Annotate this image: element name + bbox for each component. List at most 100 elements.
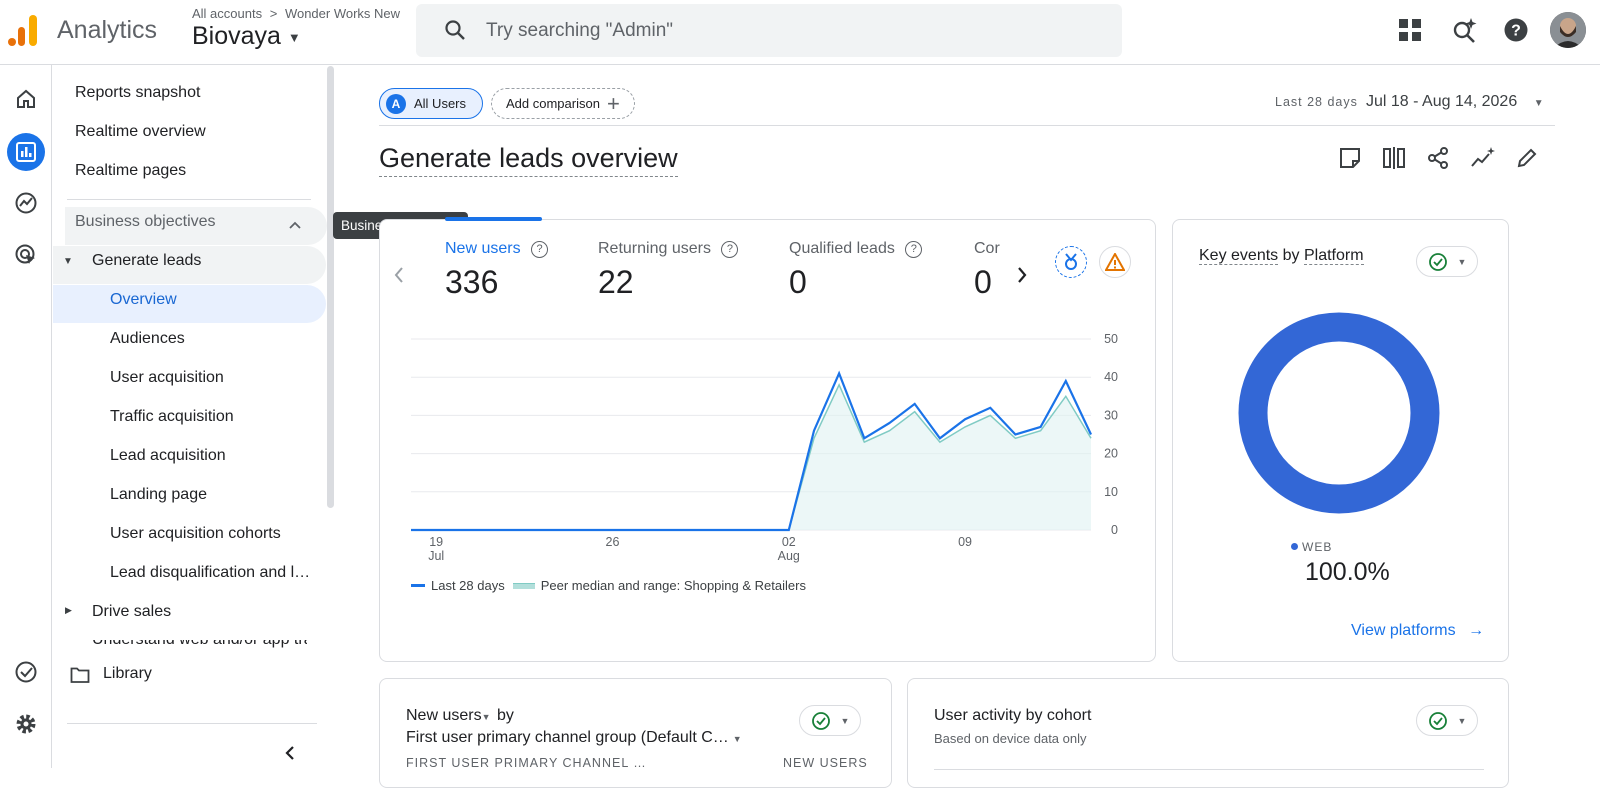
y-tick-label: 0 [1111, 523, 1118, 537]
data-quality-dropdown[interactable]: ▼ [1416, 705, 1478, 736]
metric-label: Cor [974, 240, 1000, 257]
date-range-label: Last 28 days [1275, 95, 1358, 109]
nav-business-objectives-label: Business objectives [75, 213, 216, 230]
breadcrumb-account[interactable]: Wonder Works New [284, 6, 401, 21]
nav-generate-leads-row[interactable] [53, 246, 326, 284]
reports-icon[interactable] [7, 133, 45, 171]
metric-label: New users [445, 240, 521, 257]
help-outline-icon: ? [721, 240, 739, 258]
chart-legend: Last 28 days Peer median and range: Shop… [411, 578, 806, 593]
breadcrumb-root[interactable]: All accounts [192, 6, 263, 21]
card-title: User activity by cohort [934, 707, 1092, 724]
share-icon[interactable] [1426, 146, 1450, 170]
view-platforms-link[interactable]: View platforms → [1351, 622, 1484, 640]
nav-audiences[interactable]: Audiences [110, 330, 185, 347]
nav-library: Library [103, 665, 152, 682]
card-subtitle: Based on device data only [934, 731, 1087, 746]
home-icon[interactable] [9, 82, 43, 116]
nav-reports-snapshot[interactable]: Reports snapshot [75, 84, 201, 101]
metric-tab-new-users[interactable]: New users ? 336 [445, 240, 549, 301]
nav-scrollbar[interactable] [327, 66, 334, 508]
metric-value: 0 [974, 264, 992, 300]
dimension-label: First user primary channel group (Defaul… [406, 729, 729, 746]
caret-down-icon: ▼ [63, 256, 73, 267]
data-quality-dropdown[interactable]: ▼ [799, 705, 861, 736]
chevron-left-icon[interactable] [390, 264, 408, 286]
search-bar[interactable]: Try searching "Admin" [416, 4, 1122, 57]
advertising-icon[interactable] [9, 238, 43, 272]
property-selector[interactable]: Biovaya ▼ [192, 22, 301, 51]
data-quality-dropdown[interactable]: ▼ [1416, 246, 1478, 277]
donut-chart [1238, 312, 1440, 514]
nav-divider [67, 723, 317, 724]
library-row[interactable]: Library [53, 650, 338, 700]
legend-swatch-last-28 [411, 584, 425, 587]
card-title-metric[interactable]: New users [406, 707, 482, 724]
segment-chip-all-users[interactable]: A All Users [379, 88, 483, 119]
card-title[interactable]: New users▼ by [406, 707, 514, 725]
admin-check-icon[interactable] [9, 655, 43, 689]
metric-tab-qualified-leads[interactable]: Qualified leads ? 0 [789, 240, 923, 301]
card-title: Key events by Platform [1199, 247, 1364, 265]
dimension-selector[interactable]: First user primary channel group (Defaul… [406, 729, 756, 747]
apps-grid-icon[interactable] [1396, 16, 1424, 44]
nav-landing-page[interactable]: Landing page [110, 486, 207, 503]
nav-overview-active[interactable] [53, 285, 326, 323]
warning-icon[interactable] [1099, 246, 1131, 278]
nav-section-business-objectives[interactable] [65, 207, 327, 245]
peer-range-area [411, 384, 1091, 530]
add-comparison-button[interactable]: Add comparison + [491, 88, 635, 119]
legend-label-peer: Peer median and range: Shopping & Retail… [540, 578, 806, 593]
active-tab-indicator [445, 217, 542, 221]
left-rail [0, 65, 52, 768]
nav-lead-disqualification[interactable]: Lead disqualification and l… [110, 564, 311, 581]
explore-icon[interactable] [9, 186, 43, 220]
caret-down-icon: ▼ [1457, 256, 1467, 267]
donut-value: 100.0% [1305, 558, 1390, 586]
edit-pencil-icon[interactable] [1515, 146, 1539, 170]
table-header-new-users[interactable]: NEW USERS [783, 756, 868, 770]
customize-report-icon[interactable] [1338, 146, 1362, 170]
sparkle-search-icon[interactable] [1450, 16, 1478, 44]
card-title-dimension[interactable]: Platform [1303, 247, 1364, 265]
chevron-right-icon[interactable] [1013, 264, 1031, 286]
metric-value: 336 [445, 264, 499, 300]
chevron-up-icon[interactable] [287, 217, 303, 233]
benchmark-badge-icon[interactable] [1055, 246, 1087, 278]
page-title: Generate leads overview [379, 143, 678, 177]
search-placeholder[interactable]: Try searching "Admin" [486, 20, 674, 41]
nav-drive-sales[interactable]: Drive sales [92, 603, 172, 620]
insights-icon[interactable] [1470, 146, 1496, 170]
metric-tab-returning-users[interactable]: Returning users ? 22 [598, 240, 739, 301]
caret-down-icon: ▼ [1533, 98, 1544, 109]
nav-generate-leads[interactable]: Generate leads [92, 252, 202, 269]
date-range-picker[interactable]: Jul 18 - Aug 14, 2026 ▼ [1366, 93, 1544, 111]
new-users-by-channel-card: New users▼ by First user primary channel… [379, 678, 892, 788]
settings-gear-icon[interactable] [9, 707, 43, 741]
caret-down-icon: ▼ [287, 29, 301, 45]
compare-icon[interactable] [1382, 146, 1406, 170]
collapse-nav-icon[interactable] [281, 744, 299, 762]
table-header-channel[interactable]: FIRST USER PRIMARY CHANNEL … [406, 756, 647, 770]
nav-user-acquisition-cohorts[interactable]: User acquisition cohorts [110, 525, 281, 542]
nav-traffic-acquisition[interactable]: Traffic acquisition [110, 408, 234, 425]
product-name: Analytics [57, 16, 158, 44]
nav-lead-acquisition[interactable]: Lead acquisition [110, 447, 226, 464]
help-outline-icon: ? [531, 240, 549, 258]
nav-realtime-overview[interactable]: Realtime overview [75, 123, 206, 140]
nav-overview[interactable]: Overview [110, 291, 177, 308]
metric-tab-truncated[interactable]: Cor 0 [974, 240, 1008, 301]
arrow-right-icon: → [1468, 622, 1485, 639]
avatar[interactable] [1550, 12, 1586, 48]
breadcrumb[interactable]: All accounts > Wonder Works New [192, 6, 400, 21]
nav-understand-traffic: Understand web and/or app traffic [92, 640, 307, 649]
help-icon[interactable]: ? [1502, 16, 1530, 44]
analytics-logo[interactable] [8, 14, 38, 46]
nav-realtime-pages[interactable]: Realtime pages [75, 162, 187, 179]
nav-user-acquisition[interactable]: User acquisition [110, 369, 224, 386]
caret-right-icon: ▶ [65, 605, 72, 615]
card-title-metric[interactable]: Key events [1199, 247, 1279, 265]
metric-label: Returning users [598, 240, 711, 257]
nav-understand-traffic-clip[interactable]: Understand web and/or app traffic [92, 640, 307, 649]
user-activity-cohort-card: User activity by cohort Based on device … [907, 678, 1509, 788]
